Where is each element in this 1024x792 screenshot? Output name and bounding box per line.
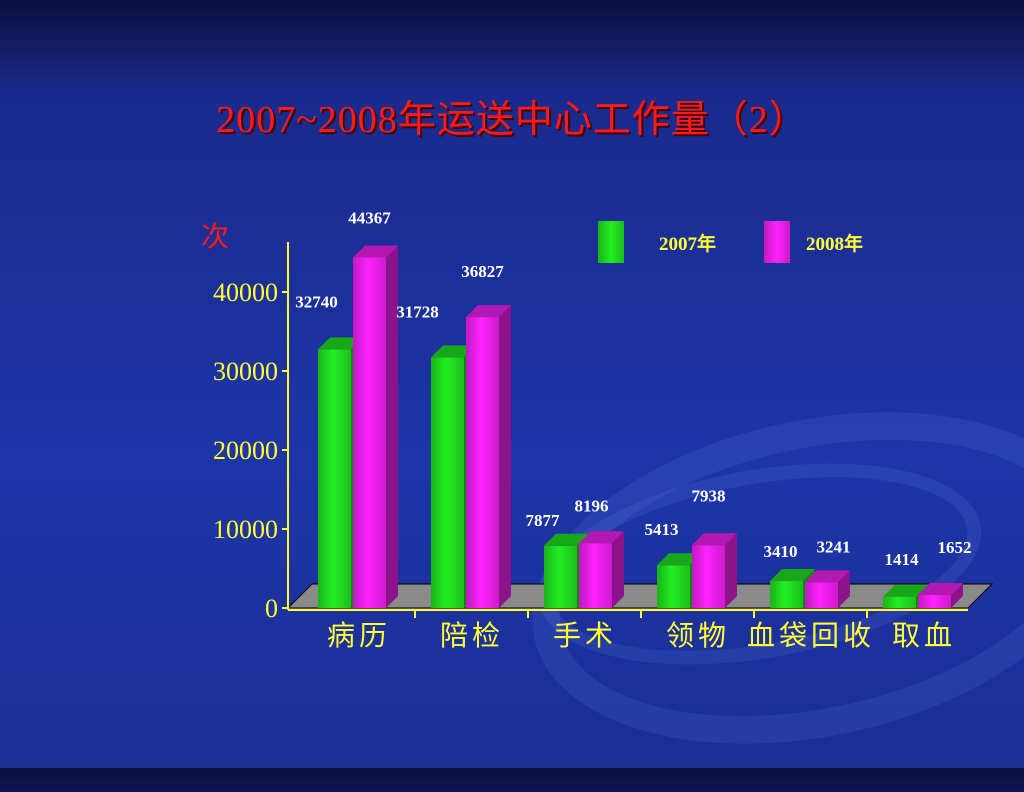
bar-front [883, 596, 916, 608]
bar-front [657, 565, 690, 608]
bar-front [544, 545, 577, 608]
data-label: 31728 [396, 302, 439, 321]
bar-top [883, 584, 928, 597]
bar-top [692, 533, 737, 546]
legend-swatch-2 [764, 221, 790, 263]
bar-2008-1 [353, 245, 398, 608]
legend-label-2: 2008年 [806, 232, 863, 255]
bar-top [544, 533, 589, 546]
y-tick-label: 0 [265, 594, 278, 623]
bar-front [579, 543, 612, 608]
bar-top [318, 337, 363, 350]
bar-chart: 0 10000 20000 30000 40000 次 32740 44367 病历 31728… [201, 209, 994, 652]
bar-side [612, 531, 624, 608]
bar-top [579, 531, 624, 544]
x-category-label: 领物 [666, 619, 730, 652]
data-label: 44367 [348, 209, 391, 228]
x-category-label: 病历 [327, 619, 391, 652]
bar-front [918, 594, 951, 608]
bar-2008-6 [918, 582, 963, 608]
bar-2008-3 [579, 531, 624, 608]
data-label: 36827 [461, 262, 504, 281]
data-label: 1652 [938, 538, 972, 557]
bar-side [386, 245, 398, 608]
x-category-label: 取血 [892, 619, 956, 652]
bar-top [805, 570, 850, 583]
bar-top [918, 582, 963, 595]
legend-label-1: 2007年 [659, 232, 716, 255]
data-label: 8196 [575, 496, 609, 515]
data-label: 5413 [645, 520, 679, 539]
bar-side [725, 533, 737, 608]
x-category-label: 手术 [553, 619, 617, 652]
data-label: 32740 [295, 292, 338, 311]
y-axis-unit-label: 次 [201, 220, 229, 253]
legend-swatch-1 [598, 221, 624, 263]
bar-front [805, 582, 838, 608]
x-category-label: 血袋回收 [747, 619, 875, 652]
chart-title: 2007~2008年运送中心工作量（2） [216, 99, 808, 141]
bar-2008-2 [466, 305, 511, 608]
bar-top [431, 345, 476, 358]
bar-side [951, 582, 963, 608]
bar-top [466, 305, 511, 318]
y-tick-label: 20000 [213, 436, 278, 465]
bar-side [499, 305, 511, 608]
data-label: 7877 [526, 511, 561, 530]
data-label: 7938 [692, 486, 726, 505]
bar-top [657, 553, 702, 566]
bar-2008-4 [692, 533, 737, 608]
bar-front [353, 257, 386, 608]
bar-front [692, 545, 725, 608]
bar-front [770, 581, 803, 608]
bar-front [431, 357, 464, 608]
bar-side [838, 570, 850, 608]
y-tick-label: 30000 [213, 357, 278, 386]
y-tick-label: 40000 [213, 278, 278, 307]
data-label: 1414 [885, 550, 920, 569]
bar-front [466, 317, 499, 608]
bar-top [770, 569, 815, 582]
bar-front [318, 349, 351, 608]
data-label: 3410 [764, 542, 798, 561]
y-tick-label: 10000 [213, 515, 278, 544]
bar-top [353, 245, 398, 258]
data-label: 3241 [817, 537, 851, 556]
x-category-label: 陪检 [440, 619, 504, 652]
bar-2008-5 [805, 570, 850, 608]
